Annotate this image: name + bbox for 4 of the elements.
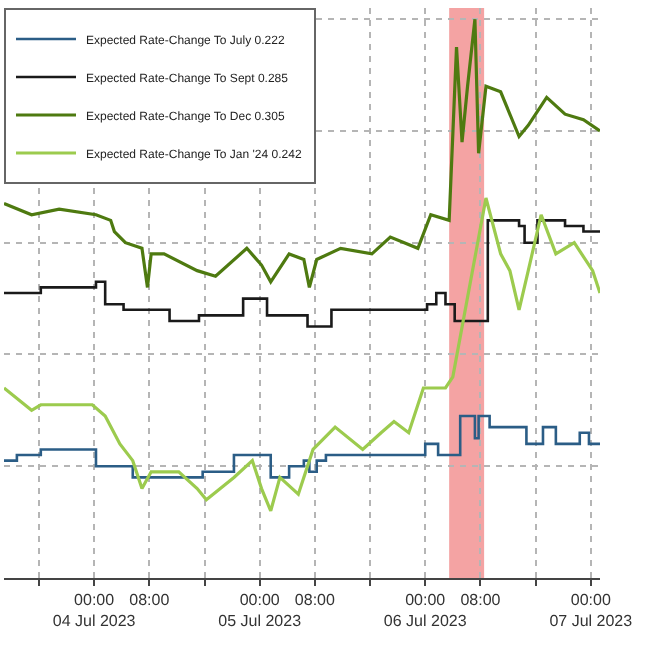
x-tick-label: 00:00 07 Jul 2023	[549, 591, 634, 630]
x-tick-label: 08:00	[460, 591, 502, 610]
x-tick-label: 08:00	[129, 591, 171, 610]
x-tick-label: 08:00	[294, 591, 336, 610]
